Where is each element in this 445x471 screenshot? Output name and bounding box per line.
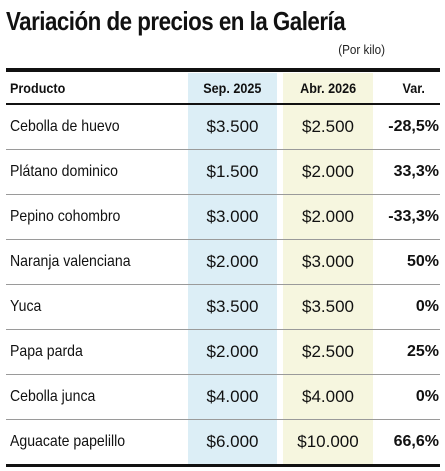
sep-price-cell: $2.000: [206, 342, 259, 361]
table-top-rule: [6, 68, 440, 72]
sep-price-cell: $2.000: [206, 252, 259, 271]
abr-price-cell: $3.000: [302, 252, 354, 271]
product-cell: Papa parda: [10, 343, 83, 360]
sep-price-cell: $3.500: [206, 297, 259, 316]
sep-column-highlight: [188, 73, 277, 464]
sep-price-cell: $4.000: [206, 387, 259, 406]
abr-price-cell: $3.500: [302, 297, 354, 316]
product-cell: Cebolla junca: [10, 388, 96, 405]
table-row: Plátano dominico $1.500 $2.000 33,3%: [6, 150, 440, 195]
header-variation: Var.: [402, 79, 425, 96]
product-cell: Naranja valenciana: [10, 253, 131, 270]
abr-price-cell: $4.000: [302, 387, 354, 406]
table-row: Naranja valenciana $2.000 $3.000 50%: [6, 240, 440, 285]
header-product: Producto: [10, 79, 66, 96]
page-title: Variación de precios en la Galería: [6, 6, 346, 36]
abr-column-highlight: [283, 73, 373, 464]
table-header: Producto Sep. 2025 Abr. 2026 Var.: [6, 72, 440, 105]
abr-price-cell: $2.000: [302, 162, 354, 181]
product-cell: Aguacate papelillo: [10, 433, 126, 450]
variation-cell: 25%: [406, 343, 439, 360]
variation-cell: 0%: [415, 388, 439, 405]
table-row: Cebolla junca $4.000 $4.000 0%: [6, 375, 440, 420]
product-cell: Pepino cohombro: [10, 208, 121, 225]
abr-price-cell: $2.000: [302, 207, 354, 226]
abr-price-cell: $10.000: [297, 432, 359, 451]
abr-price-cell: $2.500: [302, 117, 354, 136]
variation-cell: 66,6%: [393, 433, 439, 450]
product-cell: Yuca: [10, 298, 42, 315]
variation-cell: 33,3%: [393, 163, 439, 180]
table-row: Papa parda $2.000 $2.500 25%: [6, 330, 440, 375]
product-cell: Cebolla de huevo: [10, 118, 120, 135]
variation-cell: 0%: [415, 298, 439, 315]
variation-cell: -28,5%: [388, 118, 439, 135]
table-row: Pepino cohombro $3.000 $2.000 -33,3%: [6, 195, 440, 240]
table-row: Aguacate papelillo $6.000 $10.000 66,6%: [6, 420, 440, 467]
sep-price-cell: $3.000: [206, 207, 259, 226]
variation-cell: -33,3%: [388, 208, 439, 225]
product-cell: Plátano dominico: [10, 163, 119, 180]
table-row: Yuca $3.500 $3.500 0%: [6, 285, 440, 330]
sep-price-cell: $6.000: [206, 432, 259, 451]
variation-cell: 50%: [406, 253, 439, 270]
table-row: Cebolla de huevo $3.500 $2.500 -28,5%: [6, 105, 440, 150]
sep-price-cell: $3.500: [206, 117, 259, 136]
header-abr-2026: Abr. 2026: [299, 79, 357, 96]
sep-price-cell: $1.500: [206, 162, 259, 181]
abr-price-cell: $2.500: [302, 342, 354, 361]
header-sep-2025: Sep. 2025: [203, 79, 262, 96]
price-table: Producto Sep. 2025 Abr. 2026 Var. Ceboll…: [6, 68, 440, 467]
unit-note: (Por kilo): [338, 42, 385, 57]
